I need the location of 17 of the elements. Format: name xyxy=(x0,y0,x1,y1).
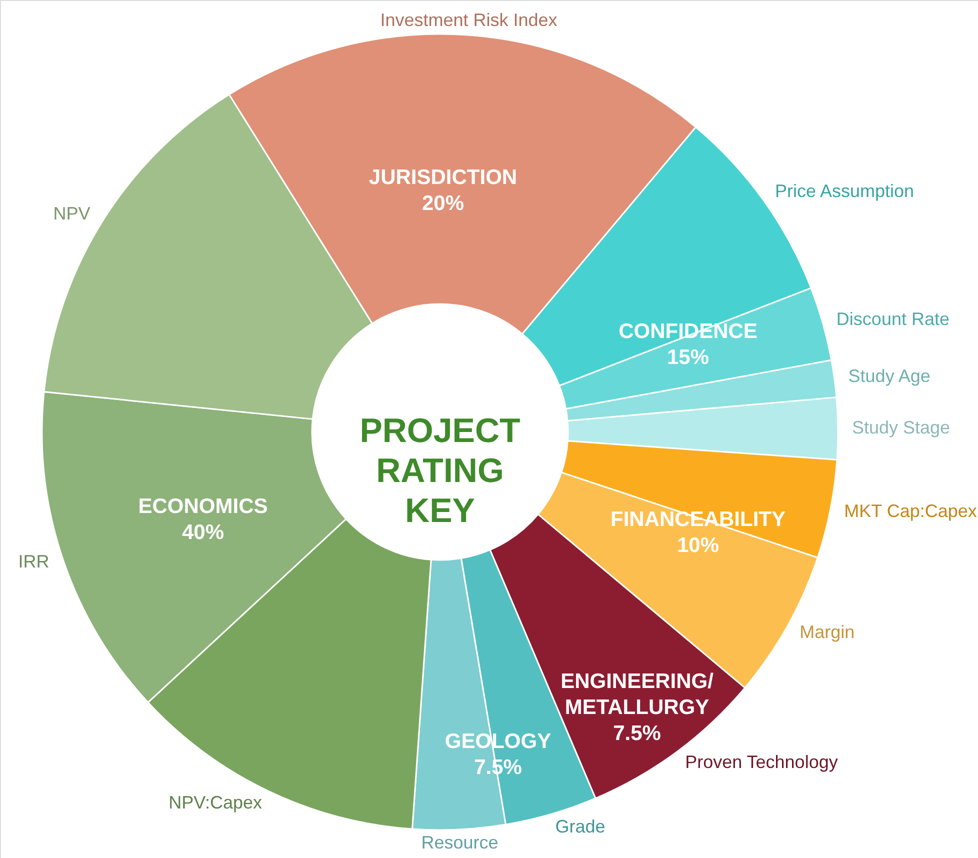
slice-label: Discount Rate xyxy=(836,308,950,329)
slice-label: Price Assumption xyxy=(774,181,914,202)
slice-label: NPV xyxy=(53,203,90,224)
text: ENGINEERING/ METALLURGY 7.5% xyxy=(560,670,714,745)
slice-label: Proven Technology xyxy=(685,752,838,772)
slice-label: NPV:Capex xyxy=(168,792,262,813)
slice-label: Study Age xyxy=(848,366,930,386)
slice-label: Resource xyxy=(421,832,498,853)
slice-label: Margin xyxy=(800,622,855,642)
slice-label: Investment Risk Index xyxy=(380,10,558,30)
slice-label: IRR xyxy=(18,552,50,572)
text: JURISDICTION 20% xyxy=(368,166,518,215)
slice-label: MKT Cap:Capex xyxy=(844,501,977,522)
slice-label: Grade xyxy=(555,816,606,837)
text: PROJECT RATING KEY xyxy=(360,412,521,530)
slice-label: Study Stage xyxy=(852,417,950,438)
text: ECONOMICS 40% xyxy=(138,495,268,544)
